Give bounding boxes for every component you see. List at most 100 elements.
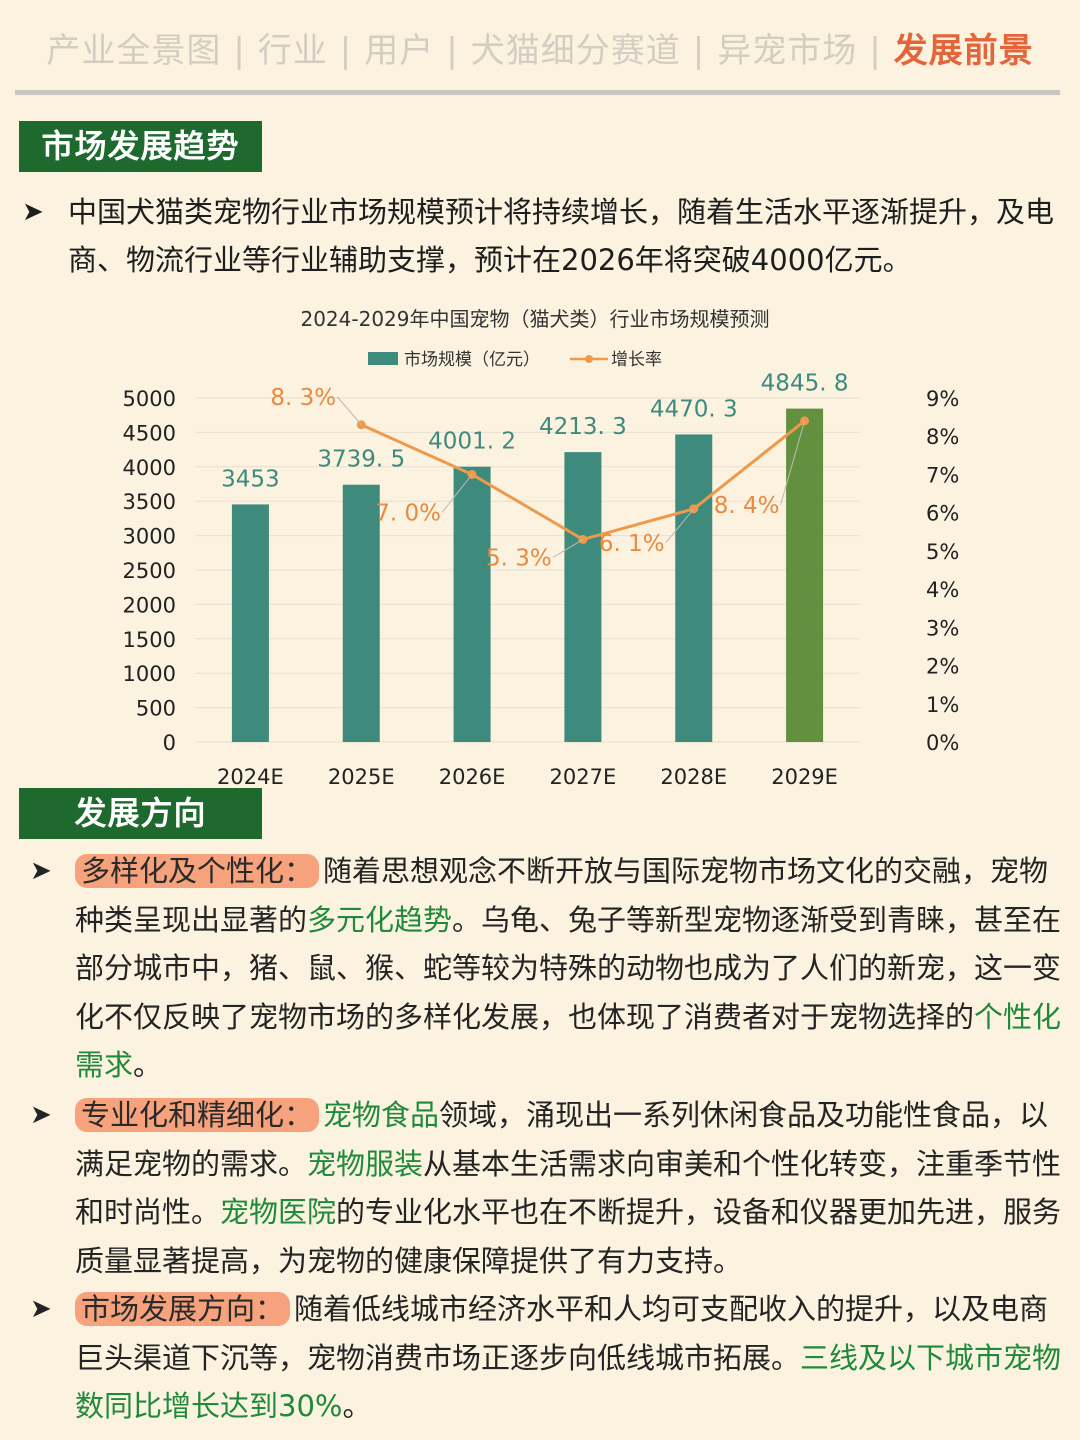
highlighted-phrase: 宠物食品 (323, 1098, 440, 1132)
bar-value-label: 3453 (221, 466, 280, 492)
tab-industry[interactable]: 行业 (257, 31, 328, 71)
growth-rate-label: 5. 3% (486, 545, 552, 571)
tab-exotic-pet-market[interactable]: 异宠市场 (717, 31, 858, 71)
body-text: 。 (342, 1389, 372, 1423)
bar-2029E (786, 408, 824, 742)
x-tick-label: 2027E (550, 765, 617, 789)
bar-value-label: 4213. 3 (539, 414, 627, 440)
chart-title: 2024-2029年中国宠物（猫犬类）行业市场规模预测 (300, 307, 769, 331)
direction-key-label: 专业化和精细化： (75, 1098, 320, 1132)
y-left-tick-label: 0 (163, 731, 176, 755)
body-text: 随着思想观念不断开放与国际宠物市场文化的交融，宠物种类呈现出显著的 (75, 854, 1049, 937)
y-left-tick-label: 4000 (123, 456, 176, 480)
growth-leader-line (665, 508, 695, 544)
market-size-chart: 2024-2029年中国宠物（猫犬类）行业市场规模预测市场规模（亿元） 增长率 50… (100, 298, 980, 798)
y-left-tick-label: 3500 (123, 490, 176, 514)
y-left-tick-label: 1500 (123, 628, 176, 652)
x-tick-label: 2029E (771, 765, 838, 789)
legend-line-marker (585, 355, 593, 363)
tab-separator: | (869, 31, 882, 71)
bar-value-label: 4845. 8 (761, 371, 849, 397)
intro-text: 中国犬猫类宠物行业市场规模预计将持续增长，随着生活水平逐渐提升，及电商、物流行业… (68, 195, 1055, 277)
bar-2028E (675, 434, 713, 742)
tab-separator: | (446, 31, 459, 71)
growth-rate-label: 6. 1% (599, 531, 665, 557)
tab-separator: | (339, 31, 353, 71)
top-tab-bar: 产业全景图 | 行业 | 用户 | 犬猫细分赛道 | 异宠市场 | 发展前景 (0, 28, 1080, 74)
y-right-tick-label: 4% (926, 578, 959, 602)
highlighted-phrase: 宠物医院 (220, 1195, 337, 1229)
direction-key-label: 多样化及个性化： (75, 854, 320, 888)
growth-leader-line (441, 474, 473, 513)
body-text: 的专业化水平也在不断提升，设备和仪器更加先进，服务质量显著提高，为宠物的健康保障… (75, 1195, 1062, 1278)
y-left-tick-label: 4500 (123, 421, 176, 445)
arrow-bullet-icon: ➤ (30, 1294, 52, 1324)
growth-rate-label: 7. 0% (375, 500, 441, 526)
bar-2025E (342, 484, 380, 742)
growth-leader-line (780, 420, 806, 506)
arrow-bullet-icon: ➤ (22, 197, 44, 227)
highlighted-phrase: 宠物服装 (307, 1146, 424, 1181)
y-left-tick-label: 1000 (123, 662, 176, 686)
highlighted-phrase: 三线及以下城市宠物数同比增长达到30% (75, 1340, 1062, 1424)
x-tick-label: 2028E (660, 765, 727, 789)
x-tick-label: 2024E (217, 765, 284, 789)
bar-value-label: 4001. 2 (428, 429, 516, 455)
tab-dog-cat-segment[interactable]: 犬猫细分赛道 (470, 31, 681, 71)
y-right-tick-label: 6% (926, 502, 959, 526)
body-text: 。 (133, 1048, 163, 1082)
bar-2027E (564, 452, 602, 742)
highlighted-phrase: 多元化趋势 (307, 902, 453, 937)
tab-separator: | (692, 31, 706, 71)
arrow-bullet-icon: ➤ (30, 856, 52, 886)
y-right-tick-label: 8% (926, 425, 959, 449)
bar-2024E (231, 504, 269, 742)
body-text: 领域，涌现出一系列休闲食品及功能性食品，以满足宠物的需求。 (75, 1098, 1049, 1181)
direction-item-specialization: ➤ 专业化和精细化： 宠物食品领域，涌现出一系列休闲食品及功能性食品，以满足宠物的… (30, 1091, 1065, 1285)
growth-rate-label: 8. 4% (714, 493, 780, 519)
direction-item-body: 多样化及个性化： 随着思想观念不断开放与国际宠物市场文化的交融，宠物种类呈现出显著… (30, 847, 1065, 1090)
y-right-tick-label: 1% (926, 693, 959, 717)
growth-rate-label: 8. 3% (270, 385, 336, 411)
y-left-tick-label: 3000 (123, 525, 176, 549)
y-left-tick-label: 2500 (123, 559, 176, 583)
direction-item-diversification: ➤ 多样化及个性化： 随着思想观念不断开放与国际宠物市场文化的交融，宠物种类呈现出… (30, 847, 1065, 1090)
section-title-direction: 发展方向 (19, 788, 262, 839)
x-tick-label: 2025E (328, 765, 395, 789)
direction-item-market-direction: ➤ 市场发展方向： 随着低线城市经济水平和人均可支配收入的提升，以及电商巨头渠道下… (30, 1285, 1065, 1431)
arrow-bullet-icon: ➤ (30, 1100, 52, 1130)
y-right-tick-label: 2% (926, 655, 959, 679)
bar-2026E (453, 466, 491, 742)
growth-leader-line (336, 396, 362, 426)
y-left-tick-label: 500 (136, 697, 176, 721)
body-text: 。乌龟、兔子等新型宠物逐渐受到青睐，甚至在部分城市中，猪、鼠、猴、蛇等较为特殊的… (75, 902, 1062, 1034)
legend-entry-growth-rate: 增长率 (611, 350, 662, 370)
tab-users[interactable]: 用户 (364, 31, 435, 71)
direction-key-label: 市场发展方向： (75, 1292, 291, 1326)
intro-paragraph: ➤ 中国犬猫类宠物行业市场规模预计将持续增长，随着生活水平逐渐提升，及电商、物流… (22, 188, 1067, 284)
highlighted-phrase: 个性化需求 (75, 999, 1062, 1083)
y-right-tick-label: 7% (926, 463, 959, 487)
x-tick-label: 2026E (439, 765, 506, 789)
tab-industry-map[interactable]: 产业全景图 (46, 31, 222, 71)
bar-value-label: 3739. 5 (317, 447, 405, 473)
direction-item-body: 市场发展方向： 随着低线城市经济水平和人均可支配收入的提升，以及电商巨头渠道下沉等… (30, 1285, 1065, 1431)
y-right-tick-label: 5% (926, 540, 959, 564)
bar-value-label: 4470. 3 (650, 396, 738, 422)
y-right-tick-label: 0% (926, 731, 959, 755)
tab-divider (15, 90, 1060, 95)
body-text: 从基本生活需求向审美和个性化转变，注重季节性和时尚性。 (75, 1146, 1062, 1230)
legend-bar-swatch (368, 352, 398, 365)
growth-leader-line (552, 538, 584, 558)
y-left-tick-label: 5000 (123, 387, 176, 411)
body-text: 随着低线城市经济水平和人均可支配收入的提升，以及电商巨头渠道下沉等，宠物消费市场… (75, 1292, 1049, 1375)
direction-item-body: 专业化和精细化： 宠物食品领域，涌现出一系列休闲食品及功能性食品，以满足宠物的需求… (30, 1091, 1065, 1285)
y-right-tick-label: 3% (926, 616, 959, 640)
y-right-tick-label: 9% (926, 387, 959, 411)
y-left-tick-label: 2000 (123, 593, 176, 617)
tab-separator: | (233, 31, 246, 71)
legend-entry-market-size: 市场规模（亿元） (404, 350, 540, 370)
tab-development-prospect[interactable]: 发展前景 (893, 31, 1034, 71)
section-title-market-trend: 市场发展趋势 (19, 121, 262, 172)
